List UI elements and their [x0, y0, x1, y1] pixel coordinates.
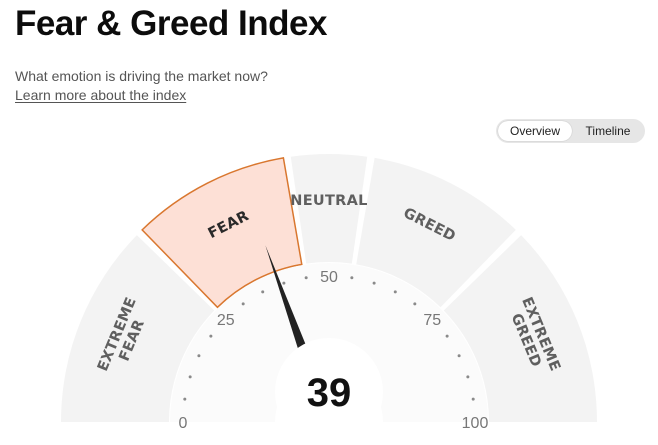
gauge-value-circle	[275, 338, 383, 445]
scale-label-50: 50	[320, 269, 338, 286]
gauge-value: 39	[307, 371, 352, 415]
scale-label-0: 0	[179, 415, 188, 432]
learn-more-link[interactable]: Learn more about the index	[15, 87, 187, 103]
scale-tick-dot	[445, 334, 449, 338]
scale-tick-dot	[241, 302, 245, 306]
view-toggle: Overview Timeline	[496, 119, 645, 143]
scale-tick-dot	[197, 354, 201, 358]
scale-tick-dot	[282, 281, 286, 285]
toggle-overview[interactable]: Overview	[498, 121, 572, 141]
segment-label-neutral: NEUTRAL	[290, 193, 367, 209]
scale-label-100: 100	[462, 415, 489, 432]
gauge-segment-extreme-greed	[443, 235, 597, 422]
gauge-segment-greed	[356, 157, 516, 308]
scale-tick-dot	[183, 397, 187, 401]
scale-tick-dot	[261, 290, 265, 294]
scale-tick-dot	[304, 276, 308, 280]
scale-tick-dot	[209, 334, 213, 338]
scale-tick-dot	[413, 302, 417, 306]
scale-tick-dot	[457, 354, 461, 358]
toggle-timeline[interactable]: Timeline	[585, 124, 631, 138]
gauge-segment-extreme-fear	[61, 235, 215, 422]
scale-tick-dot	[393, 290, 397, 294]
gauge-segment-fear	[141, 157, 303, 309]
scale-tick-dot	[350, 276, 354, 280]
gauge-segment-neutral	[290, 154, 368, 264]
scale-tick-dot	[188, 375, 192, 379]
scale-tick-dot	[372, 281, 376, 285]
page-title: Fear & Greed Index	[15, 4, 327, 43]
scale-label-75: 75	[423, 312, 441, 329]
scale-label-25: 25	[217, 312, 235, 329]
page-subtitle: What emotion is driving the market now?	[15, 68, 268, 84]
scale-tick-dot	[466, 375, 470, 379]
scale-tick-dot	[471, 397, 475, 401]
